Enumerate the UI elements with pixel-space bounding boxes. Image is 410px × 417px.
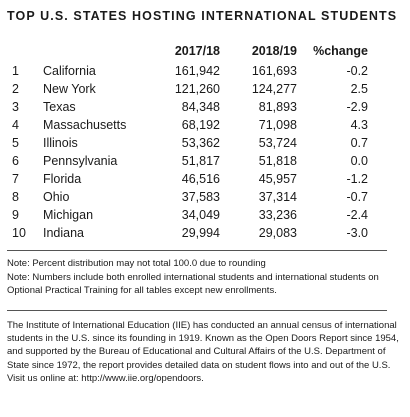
value-2017-18-cell: 34,049 xyxy=(181,208,220,222)
value-2017-18-cell: 161,942 xyxy=(174,64,220,78)
column-header-2018-19: 2018/19 xyxy=(251,44,297,58)
value-2018-19-cell: 51,818 xyxy=(258,154,297,168)
percent-change-cell: -2.4 xyxy=(346,208,368,222)
value-2018-19-cell: 37,314 xyxy=(258,190,297,204)
table-row: 3 Texas 84,348 81,893 -2.9 xyxy=(0,100,410,118)
state-cell: Pennsylvania xyxy=(43,154,118,168)
value-2018-19-cell: 81,893 xyxy=(258,100,297,114)
value-2018-19-cell: 29,083 xyxy=(258,226,297,240)
state-cell: Massachusetts xyxy=(43,118,127,132)
state-cell: Indiana xyxy=(43,226,85,240)
value-2018-19-cell: 124,277 xyxy=(251,82,297,96)
percent-change-cell: 0.7 xyxy=(350,136,368,150)
percent-change-cell: -0.7 xyxy=(346,190,368,204)
rank-cell: 9 xyxy=(12,208,19,222)
note-opt: Note: Numbers include both enrolled inte… xyxy=(7,271,379,297)
column-header-2017-18: 2017/18 xyxy=(174,44,220,58)
percent-change-cell: 4.3 xyxy=(350,118,368,132)
rank-cell: 5 xyxy=(12,136,19,150)
value-2017-18-cell: 84,348 xyxy=(181,100,220,114)
rank-cell: 10 xyxy=(12,226,26,240)
percent-change-cell: -0.2 xyxy=(346,64,368,78)
state-cell: California xyxy=(43,64,96,78)
percent-change-cell: -1.2 xyxy=(346,172,368,186)
value-2018-19-cell: 45,957 xyxy=(258,172,297,186)
state-cell: Ohio xyxy=(43,190,70,204)
value-2018-19-cell: 53,724 xyxy=(258,136,297,150)
table-row: 9 Michigan 34,049 33,236 -2.4 xyxy=(0,208,410,226)
rank-cell: 2 xyxy=(12,82,19,96)
state-cell: Texas xyxy=(43,100,76,114)
rank-cell: 7 xyxy=(12,172,19,186)
value-2017-18-cell: 53,362 xyxy=(181,136,220,150)
rank-cell: 8 xyxy=(12,190,19,204)
value-2017-18-cell: 51,817 xyxy=(181,154,220,168)
percent-change-cell: 2.5 xyxy=(350,82,368,96)
table-row: 5 Illinois 53,362 53,724 0.7 xyxy=(0,136,410,154)
about-paragraph: The Institute of International Education… xyxy=(7,319,399,385)
page-title: TOP U.S. STATES HOSTING INTERNATIONAL ST… xyxy=(7,9,398,23)
notes-section: Note: Percent distribution may not total… xyxy=(7,257,397,298)
value-2017-18-cell: 68,192 xyxy=(181,118,220,132)
rank-cell: 4 xyxy=(12,118,19,132)
percent-change-cell: -2.9 xyxy=(346,100,368,114)
state-cell: Michigan xyxy=(43,208,94,222)
table-row: 1 California 161,942 161,693 -0.2 xyxy=(0,64,410,82)
value-2017-18-cell: 37,583 xyxy=(181,190,220,204)
value-2018-19-cell: 33,236 xyxy=(258,208,297,222)
divider-bottom xyxy=(7,310,387,311)
divider-top xyxy=(7,250,387,251)
state-cell: Florida xyxy=(43,172,82,186)
value-2017-18-cell: 29,994 xyxy=(181,226,220,240)
state-cell: New York xyxy=(43,82,96,96)
rank-cell: 6 xyxy=(12,154,19,168)
percent-change-cell: 0.0 xyxy=(350,154,368,168)
column-header-percent-change: %change xyxy=(313,44,368,58)
rank-cell: 1 xyxy=(12,64,19,78)
table-row: 4 Massachusetts 68,192 71,098 4.3 xyxy=(0,118,410,136)
table-row: 10 Indiana 29,994 29,083 -3.0 xyxy=(0,226,410,244)
value-2018-19-cell: 71,098 xyxy=(258,118,297,132)
table-row: 2 New York 121,260 124,277 2.5 xyxy=(0,82,410,100)
value-2018-19-cell: 161,693 xyxy=(251,64,297,78)
table-row: 7 Florida 46,516 45,957 -1.2 xyxy=(0,172,410,190)
note-rounding: Note: Percent distribution may not total… xyxy=(7,258,266,269)
about-text: The Institute of International Education… xyxy=(7,320,399,384)
table-row: 8 Ohio 37,583 37,314 -0.7 xyxy=(0,190,410,208)
rank-cell: 3 xyxy=(12,100,19,114)
state-cell: Illinois xyxy=(43,136,78,150)
percent-change-cell: -3.0 xyxy=(346,226,368,240)
value-2017-18-cell: 46,516 xyxy=(181,172,220,186)
value-2017-18-cell: 121,260 xyxy=(174,82,220,96)
table-row: 6 Pennsylvania 51,817 51,818 0.0 xyxy=(0,154,410,172)
